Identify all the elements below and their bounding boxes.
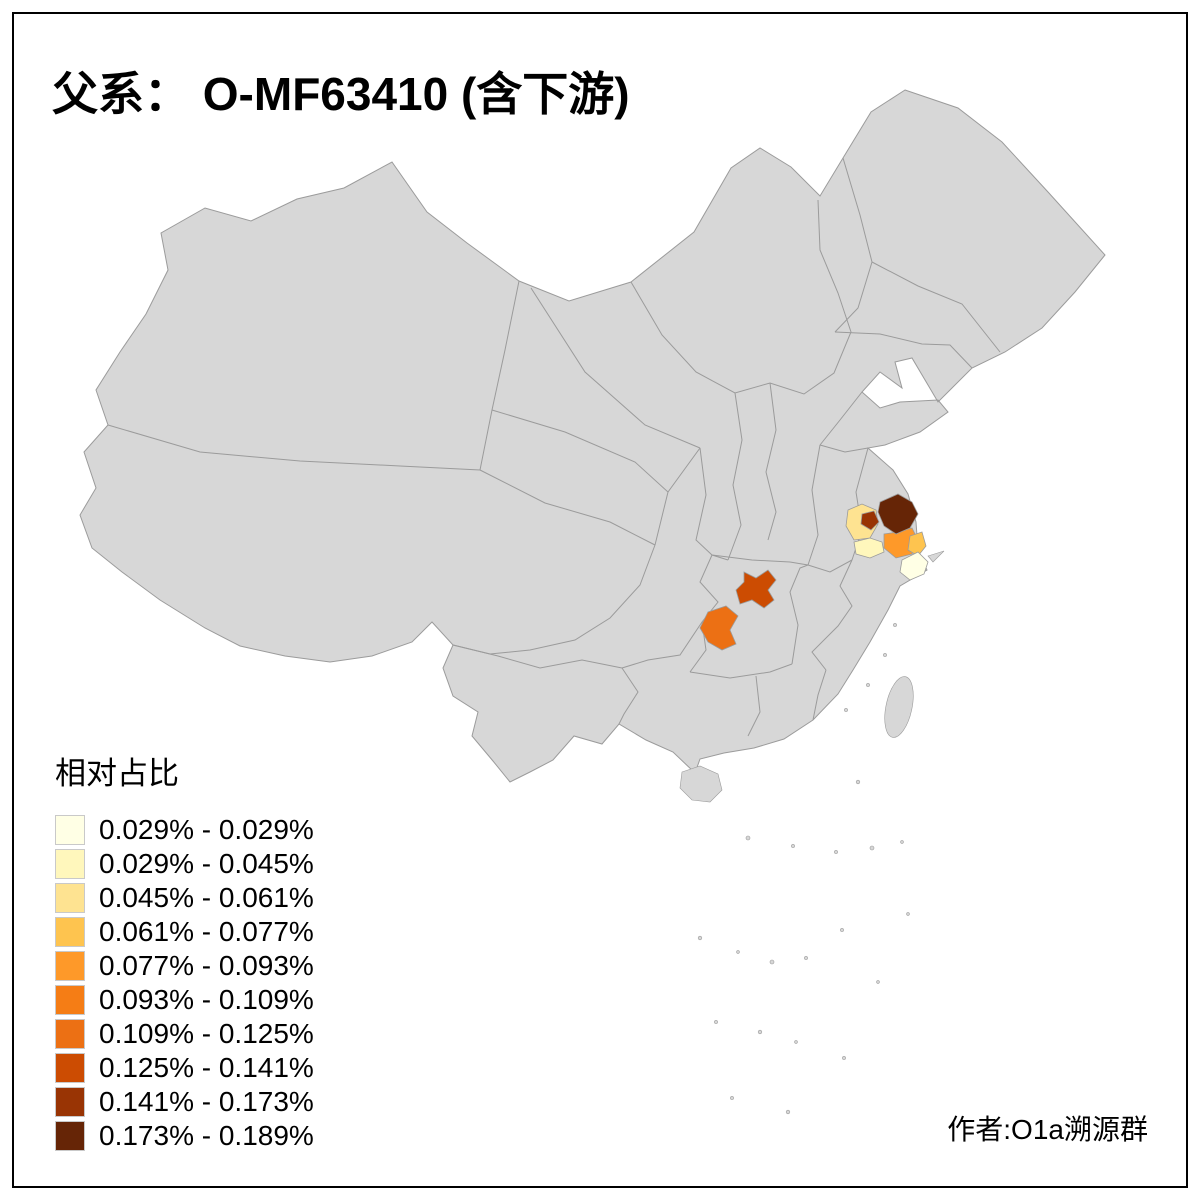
legend-swatch	[55, 849, 85, 879]
legend-row: 0.125% - 0.141%	[55, 1051, 314, 1085]
legend-row: 0.061% - 0.077%	[55, 915, 314, 949]
legend-label: 0.029% - 0.045%	[99, 848, 314, 879]
taiwan-island	[884, 676, 914, 738]
legend-row: 0.029% - 0.045%	[55, 847, 314, 881]
south-china-sea-islands	[697, 835, 910, 1115]
legend-swatch	[55, 883, 85, 913]
legend-label: 0.077% - 0.093%	[99, 950, 314, 981]
legend-label: 0.093% - 0.109%	[99, 984, 314, 1015]
attribution: 作者:O1a溯源群	[947, 1114, 1148, 1145]
region-guizhou	[699, 605, 739, 651]
legend-row: 0.045% - 0.061%	[55, 881, 314, 915]
legend-label: 0.029% - 0.029%	[99, 814, 314, 845]
legend-row: 0.109% - 0.125%	[55, 1017, 314, 1051]
legend-swatch	[55, 917, 85, 947]
legend-label: 0.173% - 0.189%	[99, 1120, 314, 1151]
region-jiangsu-south-pale	[853, 537, 885, 559]
legend-row: 0.077% - 0.093%	[55, 949, 314, 983]
legend-swatch	[55, 1121, 85, 1151]
highlighted-regions	[699, 493, 929, 651]
legend-title: 相对占比	[55, 756, 179, 791]
legend-row: 0.141% - 0.173%	[55, 1085, 314, 1119]
legend-label: 0.141% - 0.173%	[99, 1086, 314, 1117]
legend-swatch	[55, 1087, 85, 1117]
legend-label: 0.125% - 0.141%	[99, 1052, 314, 1083]
legend-swatch	[55, 1053, 85, 1083]
legend: 相对占比 0.029% - 0.029% 0.029% - 0.045% 0.0…	[55, 748, 314, 1153]
hainan-island	[679, 765, 723, 803]
legend-row: 0.093% - 0.109%	[55, 983, 314, 1017]
legend-swatch	[55, 951, 85, 981]
legend-swatch	[55, 815, 85, 845]
chongming-island	[927, 550, 945, 563]
region-shanghai	[899, 551, 929, 581]
legend-label: 0.045% - 0.061%	[99, 882, 314, 913]
legend-swatch	[55, 985, 85, 1015]
page-title: 父系： O-MF63410 (含下游)	[52, 68, 630, 120]
region-hunan	[735, 569, 777, 609]
legend-label: 0.061% - 0.077%	[99, 916, 314, 947]
coastal-islets	[844, 623, 897, 785]
region-jiangsu-coast	[907, 531, 927, 557]
legend-swatch	[55, 1019, 85, 1049]
region-jiangsu-north	[877, 493, 919, 535]
province-borders	[107, 157, 1001, 737]
mainland-outline	[79, 89, 1106, 783]
legend-row: 0.173% - 0.189%	[55, 1119, 314, 1153]
legend-row: 0.029% - 0.029%	[55, 813, 314, 847]
region-jiangsu-west	[860, 510, 880, 531]
legend-label: 0.109% - 0.125%	[99, 1018, 314, 1049]
